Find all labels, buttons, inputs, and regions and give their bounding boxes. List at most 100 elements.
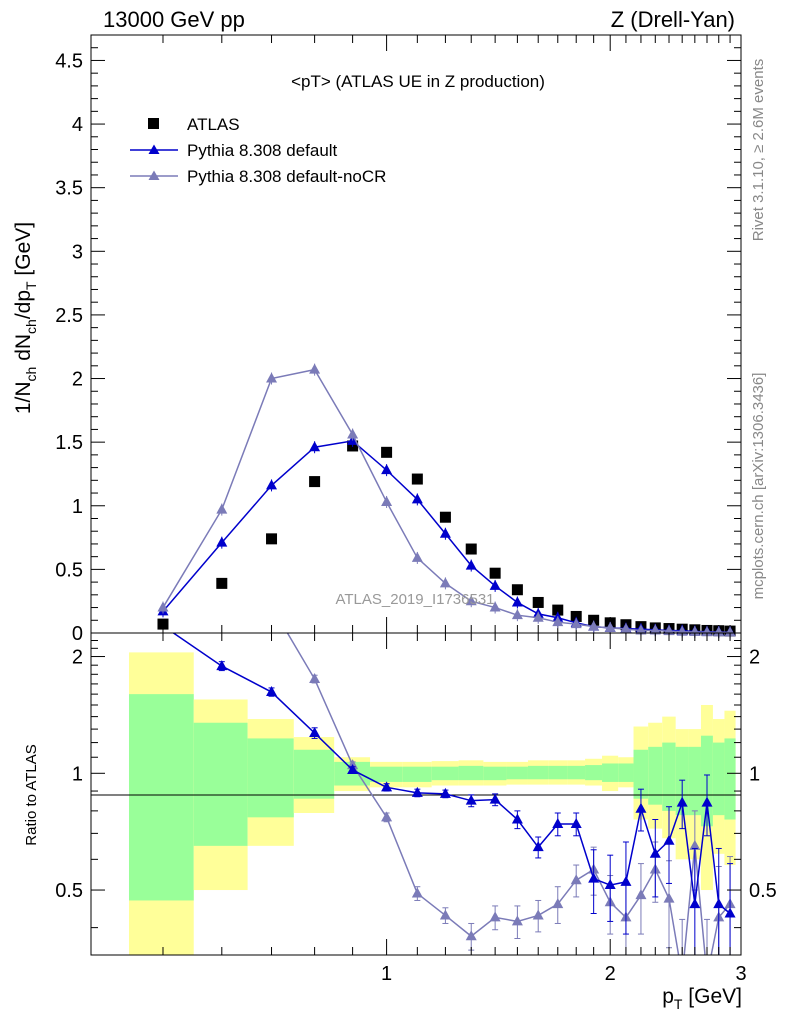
ratio-pythia-default-point	[635, 802, 647, 813]
main-ytick-label: 4.5	[55, 50, 83, 72]
ratio-pythia-default-point	[724, 907, 736, 918]
ratio-pythia-default-point	[511, 813, 523, 824]
atlas-data-point	[588, 614, 600, 626]
pythia-nocr-point	[552, 616, 564, 627]
ratio-band-green	[712, 742, 725, 816]
ratio-pythia-nocr-point	[411, 887, 423, 898]
ratio-band-green	[567, 765, 586, 780]
ratio-band-green	[506, 766, 528, 780]
legend-pythia-nocr-label: Pythia 8.308 default-noCR	[187, 167, 386, 186]
ratio-band-green	[458, 765, 484, 781]
pythia-nocr-point	[724, 626, 736, 637]
legend-pythia-default-marker	[148, 144, 160, 154]
ratio-band-green	[527, 765, 549, 780]
pythia-nocr-point	[411, 551, 423, 562]
pythia-default-point	[411, 493, 423, 504]
ratio-pythia-nocr-point	[570, 874, 582, 885]
atlas-data-point	[532, 596, 544, 608]
mcplots-info-label: mcplots.cern.ch [arXiv:1306.3436]	[750, 373, 767, 600]
main-y-axis-label: 1/Nch dNch/dpT [GeV]	[12, 222, 39, 414]
ratio-ytick-label-right: 1	[749, 763, 760, 785]
ratio-band-green	[548, 765, 568, 780]
xtick-label: 1	[381, 963, 392, 985]
pythia-nocr-point	[701, 626, 713, 637]
ratio-pythia-default-point	[347, 763, 359, 774]
xtick-label: 2	[605, 963, 616, 985]
pythia-nocr-point	[157, 601, 169, 612]
ratio-plot-frame	[90, 632, 742, 956]
ratio-uncertainty-bands	[128, 652, 736, 955]
ratio-pythia-default-point	[465, 794, 477, 805]
ratio-band-green	[633, 749, 649, 799]
main-ytick-label: 2.5	[55, 305, 83, 327]
ratio-ytick-label-right: 0.5	[749, 880, 777, 902]
atlas-data-point	[489, 567, 501, 579]
pythia-nocr-point	[309, 363, 321, 374]
pythia-default-point	[489, 579, 501, 590]
pythia-nocr-point	[635, 624, 647, 635]
atlas-data-point	[439, 511, 451, 523]
main-ytick-label: 1	[72, 496, 83, 518]
pythia-nocr-point	[620, 623, 632, 634]
ratio-pythia-nocr-point	[381, 811, 393, 822]
ratio-pythia-default-point	[552, 818, 564, 829]
main-ytick-label: 2	[72, 369, 83, 391]
header-right-label: Z (Drell-Yan)	[611, 7, 735, 32]
atlas-data-point	[465, 543, 477, 555]
legend-entry-pythia-nocr: Pythia 8.308 default-noCR	[130, 167, 386, 186]
pythia-nocr-point	[713, 626, 725, 637]
legend: ATLAS Pythia 8.308 default Pythia 8.308 …	[130, 115, 386, 186]
pythia-nocr-point	[532, 611, 544, 622]
ratio-series-group	[157, 582, 736, 955]
ratio-band-green	[585, 765, 603, 781]
ratio-pythia-nocr-point	[511, 915, 523, 926]
ratio-pythia-default-point	[620, 875, 632, 886]
atlas-data-point	[511, 584, 523, 596]
pythia-nocr-point	[604, 621, 616, 632]
atlas-data-point	[411, 473, 423, 485]
ratio-band-green	[431, 766, 459, 781]
ratio-pythia-nocr-point	[635, 889, 647, 900]
ratio-pythia-default-point	[676, 796, 688, 807]
ratio-ytick-label: 1	[72, 763, 83, 785]
ratio-pythia-default-point	[570, 818, 582, 829]
analysis-watermark: ATLAS_2019_I1736531	[335, 591, 494, 608]
main-tick-labels: 0 0.5 1 1.5 2 2.5 3 3.5 4 4.5	[55, 50, 83, 645]
pythia-default-point	[465, 559, 477, 570]
legend-atlas-marker	[148, 118, 159, 129]
ratio-tick-labels: 0.5 0.5 1 1 2 2 1 2 3	[55, 647, 777, 985]
ratio-axis-ticks	[90, 633, 742, 955]
legend-entry-atlas: ATLAS	[148, 115, 240, 134]
ratio-band-green	[602, 763, 619, 782]
pythia-nocr-point	[216, 503, 228, 514]
header-left-label: 13000 GeV pp	[103, 7, 245, 32]
ratio-pythia-default-point	[604, 879, 616, 890]
ratio-pythia-default-point	[701, 796, 713, 807]
pythia-nocr-point	[266, 372, 278, 383]
ratio-band-green	[370, 766, 403, 782]
xtick-label: 3	[735, 963, 746, 985]
ratio-pythia-default-point	[588, 872, 600, 883]
ratio-pythia-default-point	[689, 898, 701, 909]
ratio-pythia-nocr-point	[157, 582, 168, 592]
ratio-band-green	[193, 722, 248, 846]
ratio-pythia-default-point	[713, 898, 725, 909]
atlas-data-point	[266, 533, 278, 545]
rivet-info-label: Rivet 3.1.10, ≥ 2.6M events	[750, 59, 767, 242]
atlas-data-point	[309, 476, 321, 488]
pythia-nocr-point	[489, 601, 501, 612]
ratio-pythia-nocr-point	[689, 839, 701, 850]
legend-pythia-nocr-marker	[148, 170, 160, 180]
pythia-default-point	[266, 479, 278, 490]
x-axis-label: pT [GeV]	[662, 985, 742, 1012]
atlas-data-point	[381, 446, 393, 458]
legend-atlas-label: ATLAS	[187, 115, 240, 134]
pythia-nocr-point	[439, 577, 451, 588]
pythia-default-point	[309, 441, 321, 452]
ratio-band-green	[293, 749, 335, 799]
ratio-pythia-nocr-point	[309, 673, 321, 684]
ratio-ytick-label-right: 2	[749, 647, 760, 669]
ratio-band-green	[724, 738, 736, 820]
atlas-data-point	[157, 618, 169, 630]
ratio-band-green	[483, 766, 507, 781]
